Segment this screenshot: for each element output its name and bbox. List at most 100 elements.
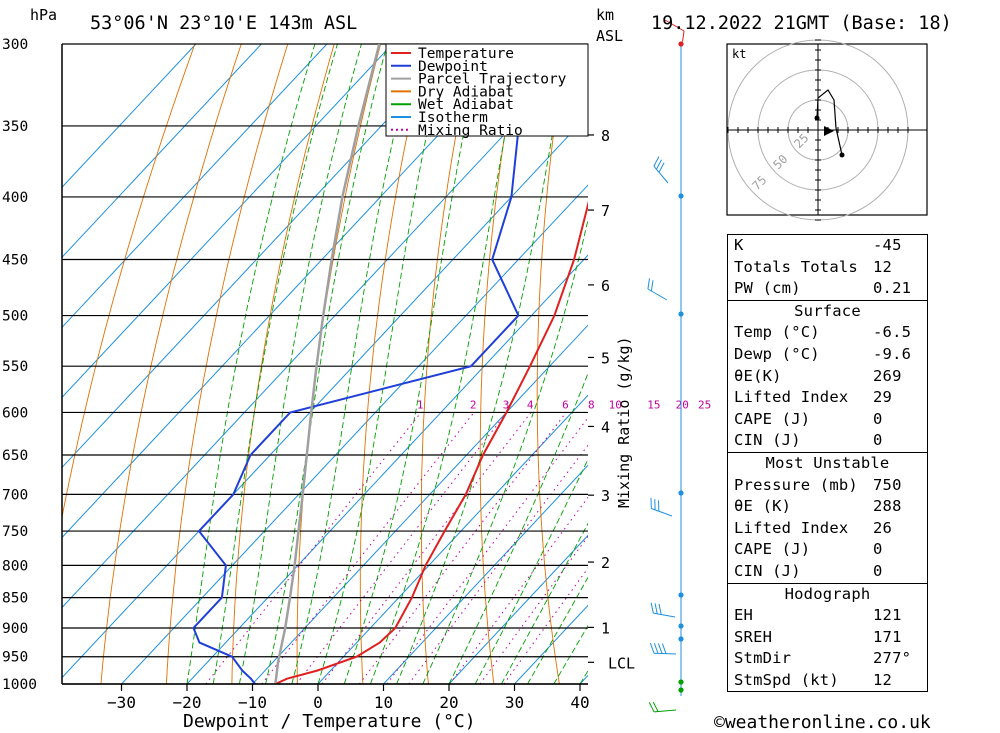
surface-title: Surface: [794, 301, 861, 320]
isotherm-line: [121, 184, 588, 684]
dry-adiabat-line: [646, 44, 691, 684]
height-tick-label: 7: [601, 202, 610, 220]
wet-adiabat-line: [422, 217, 588, 684]
surface-row: CAPE (J) 0: [734, 409, 883, 428]
surface-row: Lifted Index 29: [734, 388, 893, 407]
pressure-tick-label: 400: [2, 190, 28, 206]
isotherm-line: [383, 464, 588, 684]
isotherm-line: [62, 114, 588, 679]
series-temperature: [274, 200, 588, 684]
x-tick-label: 20: [439, 693, 458, 712]
isotherm-line: [62, 44, 393, 399]
hodograph-params-section: Hodograph EH 121 SREH 171 StmDir 277° StmSpd (…: [728, 582, 927, 692]
isotherm-line: [186, 254, 588, 684]
km-label: km: [596, 6, 614, 24]
pressure-tick-label: 700: [2, 487, 28, 503]
most-unstable-row: CAPE (J) 0: [734, 540, 883, 559]
series-dewpoint: [192, 69, 588, 684]
mixing-ratio-label: 20: [676, 398, 689, 411]
height-tick-label: 3: [601, 487, 610, 505]
wet-adiabat-line: [527, 576, 588, 684]
location-title: 53°06'N 23°10'E 143m ASL: [90, 13, 357, 34]
dry-adiabat-line: [231, 44, 335, 684]
most-unstable-title: Most Unstable: [765, 453, 890, 472]
height-tick-label: 5: [601, 349, 610, 367]
x-tick-label: 10: [374, 693, 393, 712]
asl-label: ASL: [596, 27, 623, 45]
legend-label: Dewpoint: [418, 59, 488, 75]
axes: 1 2 3 4 6 8 10 15 20 2530035040045050055060065070…: [2, 37, 711, 712]
pressure-tick-label: 1000: [2, 677, 37, 693]
wind-level-dot: [678, 311, 684, 317]
wind-barb-icon: [650, 602, 676, 618]
pressure-tick-label: 600: [2, 405, 28, 421]
mixing-ratio-line: [261, 412, 475, 684]
x-tick-label: −30: [107, 693, 136, 712]
mixing-ratio-label: 4: [527, 398, 534, 411]
wind-level-dot: [678, 592, 684, 598]
surface-section: Surface Temp (°C) -6.5 Dewp (°C) -9.6 θE(K) 2…: [728, 299, 927, 452]
hodograph-params-row: StmDir 277°: [734, 649, 912, 668]
surface-row: Temp (°C) -6.5: [734, 323, 912, 342]
height-tick-label: 1: [601, 619, 610, 637]
height-tick-label: 4: [601, 418, 610, 436]
pressure-tick-label: 850: [2, 591, 28, 607]
mixing-ratio-label: 1: [417, 398, 424, 411]
wind-barb-icon: [664, 19, 685, 42]
pressure-tick-label: 900: [2, 621, 28, 637]
pressure-tick-label: 350: [2, 119, 28, 135]
isotherm-line: [62, 44, 262, 258]
wind-level-dot: [678, 679, 684, 685]
indices-table: K -45 Totals Totals 12 PW (cm) 0.21 Surface…: [727, 234, 928, 693]
surface-row: CIN (J) 0: [734, 431, 883, 450]
legend-label: Wet Adiabat: [418, 97, 514, 113]
x-axis-title: Dewpoint / Temperature (°C): [183, 711, 476, 732]
wet-adiabat-line: [474, 458, 588, 684]
most-unstable-section: Most Unstable Pressure (mb) 750 θE (K) 288 L…: [728, 451, 927, 583]
datetime-title: 19.12.2022 21GMT (Base: 18): [651, 13, 952, 34]
mixing-ratio-label: 25: [698, 398, 711, 411]
wind-level-dot: [678, 41, 684, 47]
isotherm-line: [62, 44, 588, 609]
wind-barb-icon: [650, 497, 673, 517]
storm-motion-arrow-icon: [824, 126, 834, 136]
hodograph-unit: kt: [732, 47, 746, 61]
pressure-tick-label: 750: [2, 524, 28, 540]
wind-level-dot: [678, 193, 684, 199]
wind-barb-icon: [648, 701, 677, 713]
wind-barb-icon: [653, 156, 669, 184]
legend-label: Isotherm: [418, 110, 488, 126]
hodograph-trace: [816, 89, 843, 156]
mixing-ratio-label: 2: [470, 398, 477, 411]
hodograph-params-row: EH 121: [734, 606, 902, 625]
wind-barb-icon: [649, 642, 677, 655]
wind-level-dot: [678, 623, 684, 629]
wind-level-dot: [678, 687, 684, 693]
pressure-tick-label: 450: [2, 253, 28, 269]
index-row-k: K -45: [734, 236, 902, 254]
x-tick-label: 40: [570, 693, 589, 712]
wet-adiabat-line: [186, 44, 316, 684]
mixing-ratio-label: 3: [503, 398, 510, 411]
legend-label: Parcel Trajectory: [418, 72, 567, 88]
pressure-tick-label: 950: [2, 650, 28, 666]
wet-adiabat-line: [212, 44, 338, 684]
series-parcel-trajectory: [274, 44, 381, 684]
wet-adiabat-line: [238, 44, 362, 684]
legend-label: Temperature: [418, 46, 514, 62]
index-row-pw: PW (cm) 0.21: [734, 279, 912, 298]
hodograph-point: [839, 152, 845, 158]
mixing-ratio-label: 8: [588, 398, 595, 411]
isotherm-line: [62, 44, 328, 329]
isotherm-line: [448, 534, 588, 684]
pressure-level-lines: [62, 43, 588, 685]
dry-adiabat-line: [984, 44, 1000, 684]
wind-level-dot: [678, 490, 684, 496]
legend-label: Dry Adiabat: [418, 84, 514, 100]
pressure-tick-label: 650: [2, 448, 28, 464]
wet-adiabat-line: [291, 44, 416, 684]
hodograph-params-row: SREH 171: [734, 627, 902, 646]
